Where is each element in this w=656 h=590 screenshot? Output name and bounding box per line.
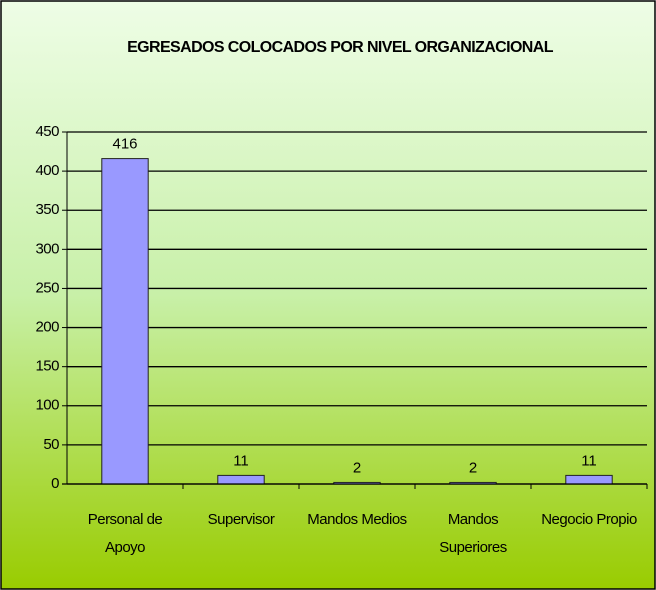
data-label: 11 [233, 452, 249, 469]
y-tick-label: 250 [35, 279, 59, 296]
bar [217, 474, 265, 485]
y-tick-label: 100 [35, 397, 59, 414]
y-tick-label: 50 [43, 436, 59, 453]
x-tick-label: Supervisor [207, 511, 275, 528]
x-tick-label: Mandos Medios [307, 511, 407, 528]
x-tick-label: Negocio Propio [541, 511, 637, 528]
y-tick-label: 150 [35, 358, 59, 375]
y-tick-label: 350 [35, 201, 59, 218]
y-tick-label: 400 [35, 162, 59, 179]
x-tick-label: Mandos Superiores [439, 511, 507, 556]
data-label: 11 [581, 452, 597, 469]
y-tick-label: 0 [51, 475, 59, 492]
y-tick-label: 300 [35, 240, 59, 257]
y-tick-label: 200 [35, 319, 59, 336]
x-tick-label: Personal de Apoyo [87, 511, 163, 556]
data-label: 416 [112, 136, 137, 153]
data-label: 2 [353, 459, 361, 476]
data-label: 2 [469, 459, 477, 476]
bar [101, 158, 149, 485]
y-tick-label: 450 [35, 123, 59, 140]
bar [565, 474, 613, 485]
chart-title: EGRESADOS COLOCADOS POR NIVEL ORGANIZACI… [127, 39, 554, 56]
